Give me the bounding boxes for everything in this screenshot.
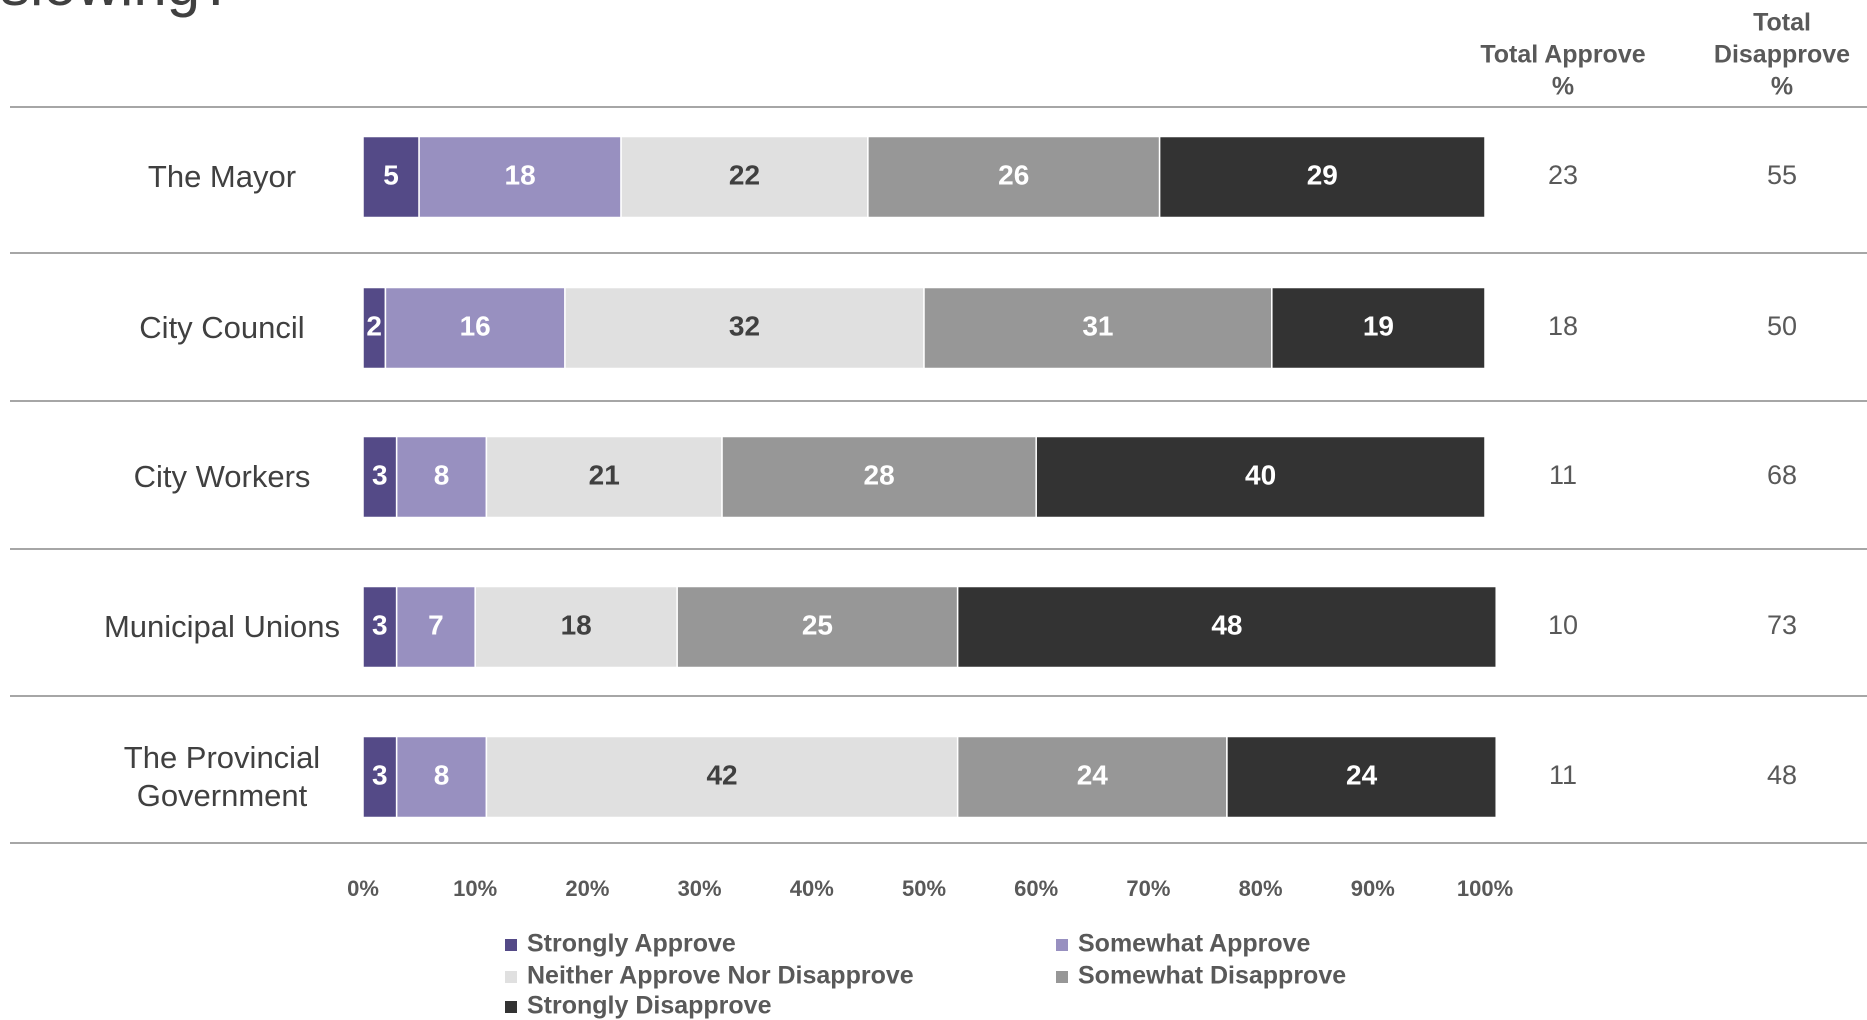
bar-segment xyxy=(1226,735,1497,819)
data-label: 21 xyxy=(589,459,620,490)
legend-swatch xyxy=(505,1001,517,1013)
bar-segment xyxy=(485,735,959,819)
bar-segment xyxy=(384,286,566,370)
legend-label: Neither Approve Nor Disapprove xyxy=(527,962,914,990)
legend-swatch xyxy=(1056,939,1068,951)
data-label: 25 xyxy=(802,609,833,640)
bar-segment xyxy=(485,435,723,519)
bar-segment xyxy=(362,435,398,519)
data-label: 40 xyxy=(1245,459,1276,490)
bar-segment xyxy=(395,735,488,819)
column-header: Total Approve xyxy=(1480,41,1645,69)
data-label: 19 xyxy=(1363,310,1394,341)
bar-segment xyxy=(676,585,959,669)
data-label: 32 xyxy=(729,310,760,341)
column-value: 55 xyxy=(1767,160,1797,190)
data-label: 8 xyxy=(434,459,450,490)
bar-segment xyxy=(620,135,869,219)
column-value: 18 xyxy=(1548,311,1578,341)
bar-segment xyxy=(418,135,622,219)
x-tick-label: 0% xyxy=(347,876,379,901)
column-header: % xyxy=(1552,73,1574,101)
bar-segment xyxy=(923,286,1273,370)
data-label: 24 xyxy=(1077,759,1109,790)
legend-label: Somewhat Disapprove xyxy=(1078,962,1346,990)
legend-swatch xyxy=(505,939,517,951)
data-label: 48 xyxy=(1211,609,1242,640)
bar-segment xyxy=(474,585,678,669)
legend-swatch xyxy=(505,971,517,983)
legend-label: Strongly Approve xyxy=(527,930,736,958)
data-label: 5 xyxy=(383,159,399,190)
x-tick-label: 50% xyxy=(902,876,946,901)
data-label: 2 xyxy=(366,310,382,341)
bar-segment xyxy=(564,286,925,370)
data-label: 26 xyxy=(998,159,1029,190)
bar-segment xyxy=(721,435,1037,519)
column-value: 48 xyxy=(1767,760,1797,790)
legend-label: Somewhat Approve xyxy=(1078,930,1311,958)
column-value: 11 xyxy=(1549,460,1577,490)
data-label: 29 xyxy=(1307,159,1338,190)
category-label: The Mayor xyxy=(147,159,297,194)
column-value: 50 xyxy=(1767,311,1797,341)
data-label: 7 xyxy=(428,609,444,640)
column-value: 73 xyxy=(1767,610,1797,640)
column-header: Disapprove xyxy=(1714,41,1850,69)
data-label: 3 xyxy=(372,759,388,790)
data-label: 18 xyxy=(505,159,536,190)
column-header: Total xyxy=(1753,9,1811,37)
x-tick-label: 70% xyxy=(1126,876,1170,901)
bar-segment xyxy=(956,735,1228,819)
title: slowing? xyxy=(0,0,233,19)
data-label: 24 xyxy=(1346,759,1378,790)
data-label: 3 xyxy=(372,459,388,490)
column-header: % xyxy=(1771,73,1793,101)
bar-segment xyxy=(867,135,1161,219)
bar-segment xyxy=(362,585,398,669)
column-value: 10 xyxy=(1548,610,1578,640)
data-label: 31 xyxy=(1082,310,1113,341)
bar-segment xyxy=(1271,286,1486,370)
data-label: 28 xyxy=(864,459,895,490)
x-tick-label: 60% xyxy=(1014,876,1058,901)
column-value: 68 xyxy=(1767,460,1797,490)
data-label: 42 xyxy=(706,759,737,790)
x-tick-label: 90% xyxy=(1351,876,1395,901)
bar-segment xyxy=(395,585,476,669)
legend-label: Strongly Disapprove xyxy=(527,992,772,1020)
column-value: 11 xyxy=(1549,760,1577,790)
x-tick-label: 30% xyxy=(678,876,722,901)
x-tick-label: 80% xyxy=(1239,876,1283,901)
data-label: 3 xyxy=(372,609,388,640)
bar-segment xyxy=(1035,435,1486,519)
category-label: Municipal Unions xyxy=(103,609,341,644)
category-label: City Workers xyxy=(133,459,311,494)
bar-segment xyxy=(1158,135,1486,219)
data-label: 18 xyxy=(561,609,592,640)
column-value: 23 xyxy=(1548,160,1578,190)
data-label: 8 xyxy=(434,759,450,790)
category-label: City Council xyxy=(139,310,305,345)
category-label: The Provincial Government xyxy=(123,740,321,813)
x-tick-label: 100% xyxy=(1457,876,1513,901)
legend-swatch xyxy=(1056,971,1068,983)
x-tick-label: 10% xyxy=(453,876,497,901)
bar-segment xyxy=(956,585,1497,669)
bar-segment xyxy=(395,435,488,519)
x-tick-label: 20% xyxy=(565,876,609,901)
data-label: 22 xyxy=(729,159,760,190)
data-label: 16 xyxy=(460,310,491,341)
x-tick-label: 40% xyxy=(790,876,834,901)
